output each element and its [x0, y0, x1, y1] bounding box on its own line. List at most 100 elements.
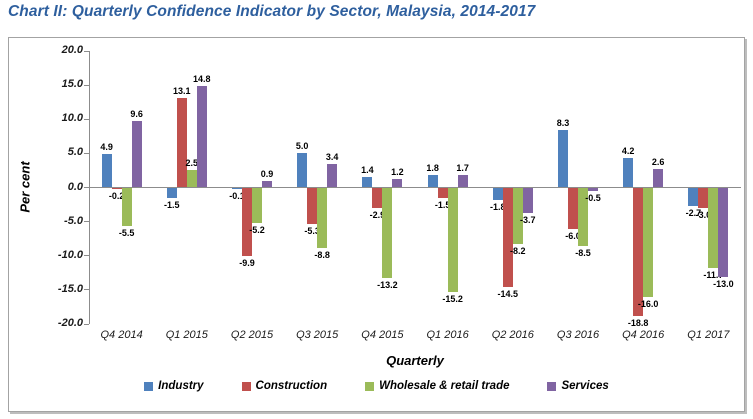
y-tick-label: -10.0: [57, 248, 83, 261]
bar-value-label: 1.2: [391, 166, 404, 177]
chart-bar: [327, 163, 338, 187]
y-tick-label: -20.0: [57, 317, 83, 329]
chart-bar: [502, 188, 513, 287]
chart-bar: [633, 188, 644, 317]
x-category-label: Q1 2017: [687, 329, 730, 341]
chart-bar: [252, 188, 262, 224]
legend-item: Industry: [144, 380, 204, 392]
chart-bar: [568, 188, 578, 229]
legend-label: Industry: [158, 380, 204, 392]
chart-bar: [437, 188, 448, 199]
x-category-label: Q1 2016: [426, 329, 469, 341]
bar-value-label: -14.5: [497, 288, 519, 299]
bar-value-label: -18.8: [627, 318, 649, 329]
chart-bar: [101, 153, 112, 187]
chart-bar: [578, 188, 588, 246]
bar-value-label: -8.2: [510, 245, 526, 256]
bar-value-label: -15.2: [442, 293, 463, 304]
bar-value-label: -1.8: [490, 202, 506, 213]
legend-item: Wholesale & retail trade: [365, 380, 509, 392]
legend-item: Services: [547, 380, 609, 392]
legend-label: Services: [561, 380, 609, 392]
chart-bar: [588, 188, 598, 192]
bar-value-label: -13.2: [377, 280, 398, 291]
chart-bar: [382, 188, 393, 279]
legend-item: Construction: [241, 380, 328, 392]
x-category-label: Q2 2015: [230, 329, 274, 341]
chart-bar: [457, 175, 468, 187]
legend-swatch-icon: [144, 381, 154, 391]
bar-value-label: 13.1: [173, 85, 191, 96]
bar-value-label: 1.7: [456, 163, 469, 174]
bar-value-label: -9.9: [239, 257, 255, 268]
bar-value-label: 0.9: [260, 168, 274, 179]
y-tick-label: 0.0: [67, 180, 83, 193]
bar-value-label: -1.5: [164, 200, 180, 211]
bar-value-label: -6.0: [565, 230, 581, 241]
bar-value-label: -5.3: [304, 226, 320, 237]
chart-bar: [262, 180, 272, 187]
bar-value-label: -1.5: [434, 200, 451, 211]
y-tick-mark: [84, 187, 89, 188]
bar-value-label: 5.0: [295, 140, 309, 151]
x-axis-zero-line: [89, 187, 741, 188]
y-tick-label: -15.0: [57, 282, 83, 295]
y-tick-mark: [84, 323, 89, 325]
chart-bar: [372, 188, 383, 208]
chart-bar: [297, 152, 308, 187]
legend-swatch-icon: [365, 381, 375, 391]
chart-bar: [558, 130, 568, 187]
x-category-label: Q2 2016: [491, 329, 534, 341]
x-category-label: Q4 2014: [100, 329, 143, 341]
chart-bar: [512, 188, 523, 244]
chart-bar: [522, 188, 533, 214]
chart-bar: [447, 188, 458, 292]
y-tick-mark: [84, 118, 89, 120]
bar-value-label: 2.6: [651, 157, 665, 168]
bar-value-label: -0.5: [585, 193, 601, 204]
chart-title: Chart II: Quarterly Confidence Indicator…: [8, 3, 536, 20]
chart-bar: [492, 188, 503, 201]
x-axis-title: Quarterly: [386, 353, 444, 368]
x-category-label: Q4 2016: [622, 329, 665, 341]
chart-bar: [186, 169, 197, 187]
bar-value-label: -0.2: [108, 191, 125, 202]
bar-value-label: 4.2: [621, 146, 635, 157]
y-tick-mark: [84, 84, 89, 86]
bar-value-label: 8.3: [556, 118, 570, 129]
y-tick-mark: [84, 289, 89, 291]
chart-bar: [653, 169, 664, 187]
chart-bar: [242, 188, 252, 256]
x-category-label: Q3 2015: [296, 329, 339, 341]
legend-label: Construction: [255, 380, 328, 392]
chart-bar: [698, 188, 709, 209]
bar-value-label: -13.0: [713, 278, 734, 289]
chart-bar: [111, 188, 122, 190]
bar-value-label: -3.7: [520, 215, 536, 226]
y-tick-label: 20.0: [61, 44, 83, 56]
chart-bar: [688, 188, 699, 207]
legend-swatch-icon: [241, 381, 251, 391]
y-tick-label: 15.0: [61, 78, 83, 91]
chart-bar: [392, 178, 403, 187]
y-tick-mark: [84, 50, 89, 52]
y-tick-mark: [84, 152, 89, 154]
chart-bar: [427, 174, 438, 187]
bar-value-label: -2.7: [685, 208, 702, 219]
bar-value-label: -11.7: [703, 269, 724, 280]
bar-value-label: 9.6: [130, 109, 143, 120]
bar-value-label: 14.8: [193, 73, 211, 84]
legend-label: Wholesale & retail trade: [379, 380, 510, 392]
y-tick-label: 5.0: [67, 146, 83, 159]
bar-value-label: -5.5: [118, 227, 135, 238]
chart-bar: [623, 158, 634, 187]
y-tick-mark: [84, 255, 89, 257]
x-category-label: Q1 2015: [165, 329, 208, 341]
bar-value-label: -0.1: [229, 190, 245, 201]
bar-value-label: -16.0: [637, 299, 659, 310]
bar-value-label: -3.0: [695, 210, 712, 221]
bar-value-label: 4.9: [100, 141, 113, 152]
bar-value-label: -8.8: [314, 250, 330, 261]
bar-value-label: -2.9: [369, 209, 386, 220]
bar-value-label: -5.2: [249, 225, 265, 236]
